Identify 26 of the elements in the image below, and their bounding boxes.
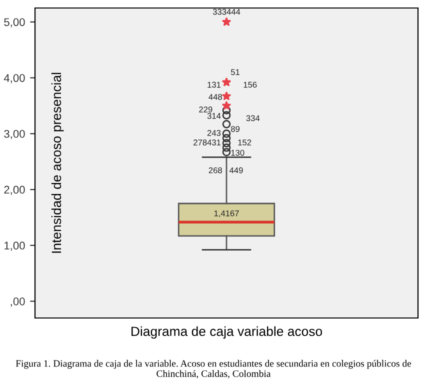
annotation: 131 [208, 82, 221, 88]
annotation: 229 [199, 106, 212, 112]
annotation: 314 [207, 112, 221, 119]
y-tick-label: 2,00 [4, 186, 25, 195]
annotation: 51 [231, 69, 240, 76]
annotation: 333444 [212, 8, 240, 15]
x-axis-title: Diagrama de caja variable acoso [132, 326, 322, 339]
annotation: 156 [244, 82, 257, 88]
annotation: 334 [246, 115, 260, 122]
annotation: 243 [207, 130, 221, 136]
y-tick-label: 5,00 [4, 18, 25, 28]
annotation: 278 [194, 140, 207, 146]
y-axis-title: Intensidad de acoso presencial [51, 72, 64, 253]
y-tick-label: 4,00 [4, 74, 25, 84]
y-tick-label: 3,00 [4, 130, 25, 140]
annotation: 431 [207, 140, 221, 146]
annotation: 89 [231, 126, 240, 132]
annotation: 268 [208, 167, 222, 174]
y-tick-label: 1,00 [4, 242, 25, 251]
annotation: 449 [229, 167, 243, 174]
annotation: 130 [231, 150, 244, 156]
annotation: 448 [208, 94, 222, 100]
y-tick-label: ,00 [10, 298, 25, 307]
annotation: 152 [238, 140, 252, 146]
annotation: 1,4167 [214, 210, 239, 218]
text: Figura 1. Diagrama de caja de la variable. Acoso en estudiantes de secundaria en colegios públicos de Chinchiná, Caldas, Colombia [16, 360, 412, 378]
